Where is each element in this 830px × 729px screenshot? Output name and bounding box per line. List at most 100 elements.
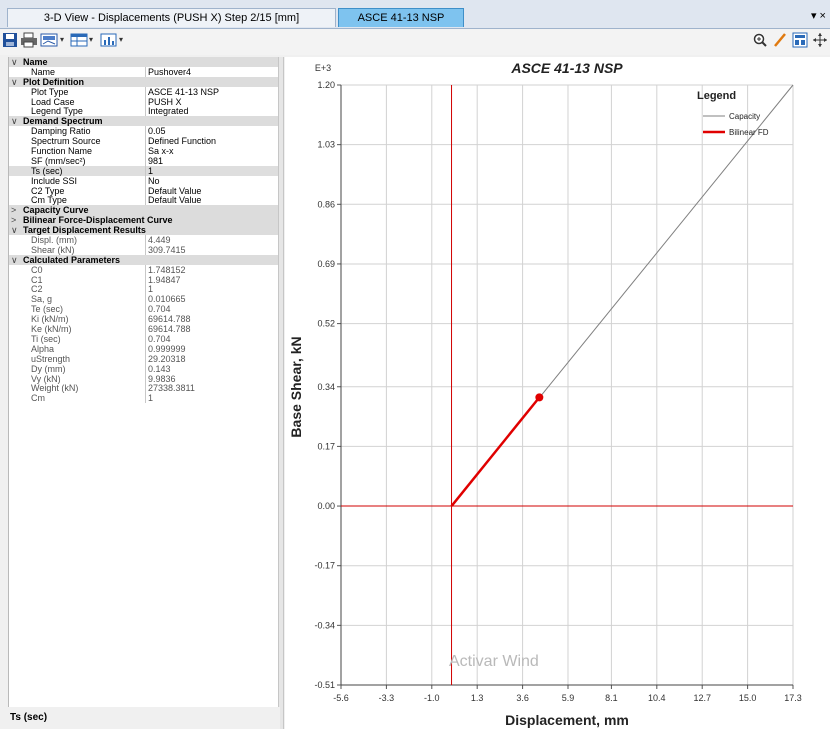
property-value[interactable]: 0.143 (148, 363, 171, 374)
property-row[interactable]: Load Case PUSH X (9, 96, 279, 107)
property-value[interactable]: 0.010665 (148, 294, 186, 305)
property-value[interactable]: Integrated (148, 106, 189, 117)
print-icon[interactable] (20, 32, 38, 48)
activation-watermark: Activar Wind (449, 653, 539, 670)
collapse-icon[interactable]: ∨ (11, 116, 18, 127)
property-row[interactable]: Sa, g 0.010665 (9, 294, 279, 305)
property-row[interactable]: uStrength 29.20318 (9, 353, 279, 364)
collapse-icon[interactable]: ∨ (11, 76, 18, 87)
property-row[interactable]: Ke (kN/m) 69614.788 (9, 324, 279, 335)
table-icon[interactable] (70, 32, 88, 48)
property-value[interactable]: 69614.788 (148, 314, 191, 325)
y-tick-label: -0.17 (314, 561, 335, 571)
property-row[interactable]: Shear (kN) 309.7415 (9, 244, 279, 255)
property-row[interactable]: Alpha 0.999999 (9, 343, 279, 354)
display-icon[interactable] (40, 32, 60, 48)
plot-toolbar: ▾ ▾ ▾ (0, 29, 830, 55)
property-value[interactable]: 29.20318 (148, 353, 186, 364)
collapse-icon[interactable]: ∨ (11, 57, 18, 67)
property-category[interactable]: ∨ Target Displacement Results (9, 225, 279, 235)
property-value[interactable]: Default Value (148, 195, 202, 206)
property-row[interactable]: C2 1 (9, 284, 279, 295)
property-category[interactable]: > Capacity Curve (9, 205, 279, 215)
property-value[interactable]: 0.05 (148, 126, 166, 137)
tab-3d-view[interactable]: 3-D View - Displacements (PUSH X) Step 2… (7, 8, 336, 27)
property-row[interactable]: Vy (kN) 9.9836 (9, 373, 279, 384)
save-icon[interactable] (2, 32, 18, 48)
property-row[interactable]: Spectrum Source Defined Function (9, 136, 279, 147)
property-value[interactable]: PUSH X (148, 96, 182, 107)
property-value[interactable]: 1.748152 (148, 264, 186, 275)
property-value[interactable]: Sa x-x (148, 146, 174, 157)
expand-icon[interactable]: > (11, 215, 17, 226)
property-value[interactable]: 1 (148, 284, 154, 295)
property-row[interactable]: Plot Type ASCE 41-13 NSP (9, 86, 279, 97)
property-row[interactable]: C1 1.94847 (9, 274, 279, 285)
expand-icon[interactable]: > (11, 205, 17, 216)
property-row[interactable]: Cm 1 (9, 393, 279, 404)
y-tick-label: 0.17 (317, 441, 335, 451)
pencil-icon[interactable] (772, 32, 788, 48)
category-label: Plot Definition (23, 76, 84, 87)
property-value[interactable]: Default Value (148, 185, 202, 196)
property-value[interactable]: 0.999999 (148, 343, 186, 354)
property-row[interactable]: SF (mm/sec²) 981 (9, 155, 279, 166)
property-value[interactable]: 1 (148, 165, 154, 176)
property-value[interactable]: 1 (148, 393, 154, 404)
property-row[interactable]: Cm Type Default Value (9, 195, 279, 206)
chart-dropdown-icon[interactable]: ▾ (119, 35, 124, 44)
pan-icon[interactable] (812, 32, 828, 48)
x-tick-label: 3.6 (516, 693, 529, 703)
property-value[interactable]: 9.9836 (148, 373, 176, 384)
property-value[interactable]: 69614.788 (148, 324, 191, 335)
property-value[interactable]: 0.704 (148, 304, 171, 315)
panel-splitter[interactable] (278, 57, 284, 729)
property-row[interactable]: Weight (kN) 27338.3811 (9, 383, 279, 394)
property-value[interactable]: Defined Function (148, 136, 217, 147)
property-row[interactable]: Damping Ratio 0.05 (9, 126, 279, 137)
property-row[interactable]: Ki (kN/m) 69614.788 (9, 314, 279, 325)
property-label: Ti (sec) (31, 333, 146, 344)
property-value[interactable]: 309.7415 (148, 244, 186, 255)
property-value[interactable]: 27338.3811 (148, 383, 195, 394)
property-value[interactable]: Pushover4 (148, 66, 192, 77)
property-row[interactable]: Legend Type Integrated (9, 106, 279, 117)
property-row[interactable]: C0 1.748152 (9, 264, 279, 275)
property-category[interactable]: ∨ Demand Spectrum (9, 116, 279, 126)
property-category[interactable]: ∨ Plot Definition (9, 76, 279, 87)
property-row[interactable]: Dy (mm) 0.143 (9, 363, 279, 374)
property-row[interactable]: Name Pushover4 (9, 66, 279, 77)
zoom-icon[interactable] (752, 32, 768, 48)
tab-menu-controls[interactable]: ▾ × (810, 10, 826, 22)
property-value[interactable]: 4.449 (148, 235, 171, 246)
property-value[interactable]: No (148, 175, 160, 186)
property-value[interactable]: 0.704 (148, 333, 171, 344)
property-category[interactable]: ∨ Calculated Parameters (9, 254, 279, 265)
tab-asce-41-13-nsp[interactable]: ASCE 41-13 NSP (338, 8, 464, 27)
property-value[interactable]: 1.94847 (148, 274, 181, 285)
property-row[interactable]: C2 Type Default Value (9, 185, 279, 196)
property-category[interactable]: > Bilinear Force-Displacement Curve (9, 215, 279, 225)
tile-icon[interactable] (792, 32, 808, 48)
y-tick-label: -0.34 (314, 620, 335, 630)
collapse-icon[interactable]: ∨ (11, 225, 18, 236)
chart-icon[interactable] (100, 32, 118, 48)
property-category[interactable]: ∨ Name (9, 57, 279, 67)
x-tick-label: 12.7 (693, 693, 711, 703)
collapse-icon[interactable]: ∨ (11, 254, 18, 265)
property-row[interactable]: Displ. (mm) 4.449 (9, 235, 279, 246)
table-dropdown-icon[interactable]: ▾ (89, 35, 94, 44)
property-value[interactable]: 981 (148, 155, 164, 166)
property-value[interactable]: ASCE 41-13 NSP (148, 86, 220, 97)
property-row[interactable]: Include SSI No (9, 175, 279, 186)
x-tick-label: -1.0 (424, 693, 440, 703)
x-tick-label: 17.3 (784, 693, 802, 703)
property-row[interactable]: Ts (sec) 1 (9, 165, 279, 176)
y-tick-label: 0.86 (317, 199, 335, 209)
property-row[interactable]: Function Name Sa x-x (9, 146, 279, 157)
display-dropdown-icon[interactable]: ▾ (60, 35, 65, 44)
property-row[interactable]: Te (sec) 0.704 (9, 304, 279, 315)
property-row[interactable]: Ti (sec) 0.704 (9, 333, 279, 344)
property-label: uStrength (31, 353, 146, 364)
category-label: Target Displacement Results (23, 225, 146, 236)
